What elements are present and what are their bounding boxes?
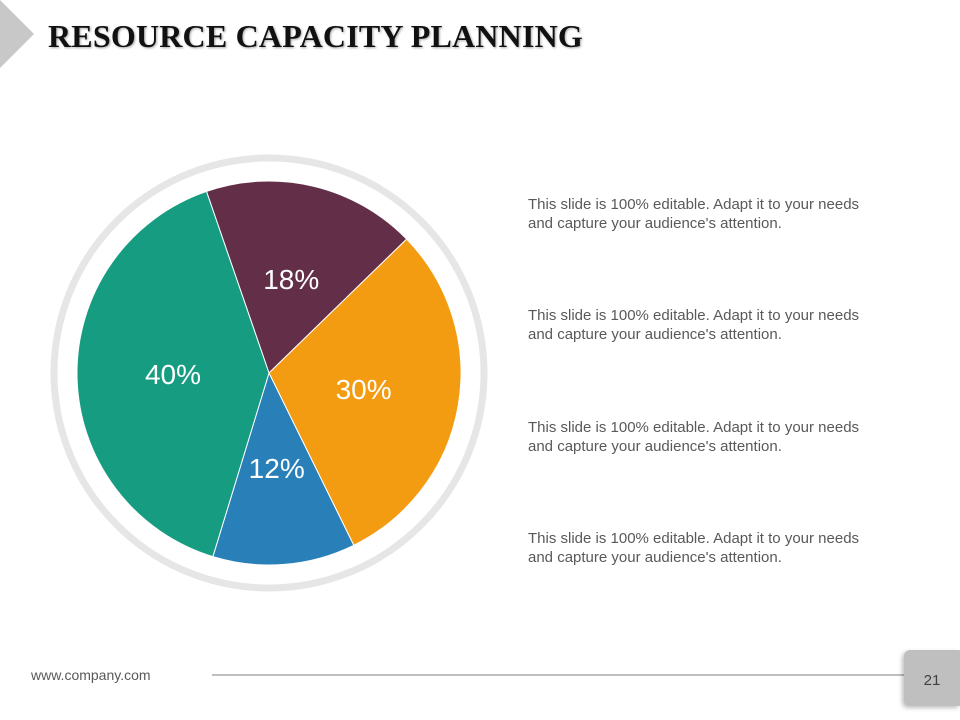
description-text-2: This slide is 100% editable. Adapt it to… (528, 306, 908, 344)
description-1-line-2: and capture your audience's attention. (528, 215, 782, 232)
description-4-line-1: This slide is 100% editable. Adapt it to… (528, 530, 860, 547)
pie-slice-1 (205, 180, 408, 374)
footer-divider (212, 674, 906, 676)
description-2-line-2: and capture your audience's attention. (528, 326, 782, 343)
description-2-line-1: This slide is 100% editable. Adapt it to… (528, 307, 860, 324)
description-text-3: This slide is 100% editable. Adapt it to… (528, 418, 908, 456)
page-title: RESOURCE CAPACITY PLANNING (48, 18, 584, 54)
page-number: 21 (923, 672, 941, 689)
page-number-badge: 21 (904, 650, 960, 706)
description-3-line-1: This slide is 100% editable. Adapt it to… (528, 419, 860, 436)
pie-slice-label-4: 40% (145, 359, 201, 390)
pie-chart: 18% 30% 12% 40% (50, 154, 488, 592)
description-3-line-2: and capture your audience's attention. (528, 438, 782, 455)
pie-slice-label-2: 30% (336, 374, 392, 405)
pie-slice-label-1: 18% (263, 264, 319, 295)
pie-slice-2 (268, 238, 462, 546)
footer-website-url: www.company.com (31, 667, 151, 683)
corner-accent-triangle (0, 0, 34, 68)
description-text-4: This slide is 100% editable. Adapt it to… (528, 529, 908, 567)
description-1-line-1: This slide is 100% editable. Adapt it to… (528, 196, 860, 213)
pie-slice-label-3: 12% (249, 453, 305, 484)
description-4-line-2: and capture your audience's attention. (528, 549, 782, 566)
description-text-1: This slide is 100% editable. Adapt it to… (528, 195, 908, 233)
pie-slice-4 (76, 190, 270, 558)
pie-slice-3 (212, 371, 355, 566)
pie-outer-ring (50, 154, 488, 592)
